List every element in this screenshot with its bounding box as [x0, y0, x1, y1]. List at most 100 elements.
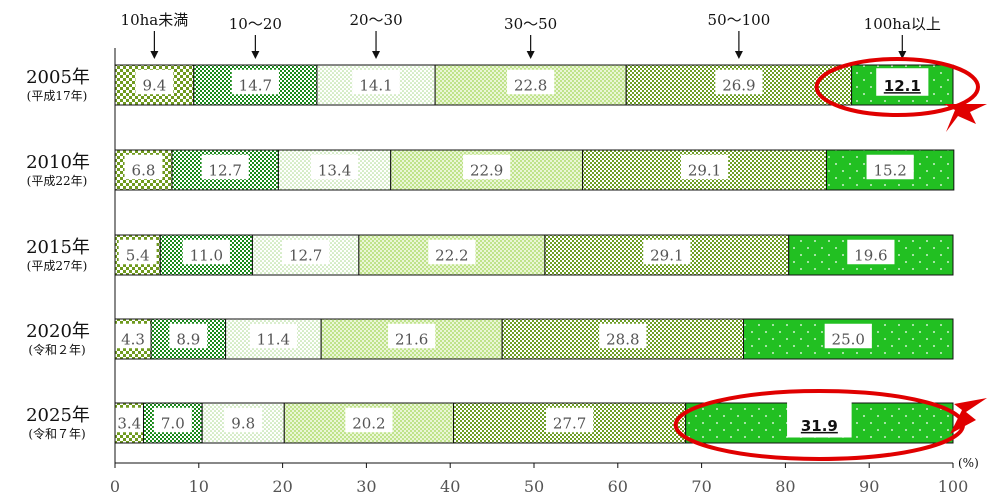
- x-tick-label: 60: [608, 477, 628, 496]
- value-label-box: [110, 407, 149, 433]
- era-label: (平成17年): [27, 89, 88, 103]
- value-label: 11.4: [257, 330, 290, 348]
- year-label: 2025年: [26, 405, 90, 426]
- highlight-annotations: [673, 57, 987, 461]
- value-label-box: [388, 323, 436, 349]
- value-label-box: [643, 239, 691, 265]
- value-label-box: [352, 69, 400, 95]
- series-label: 30～50: [504, 15, 557, 33]
- x-tick-label: 10: [189, 477, 209, 496]
- value-label-box: [345, 407, 393, 433]
- value-label: 5.4: [126, 246, 150, 264]
- value-label: 19.6: [854, 246, 887, 264]
- bars: 9.4 14.7 14.1 22.8 26.9 12.1 6.8 12.7 13.4 22.9 29…: [110, 64, 955, 444]
- year-label: 2010年: [26, 152, 90, 173]
- value-label-box: [114, 323, 152, 349]
- value-label: 29.1: [650, 246, 683, 264]
- value-label-box: [224, 407, 263, 433]
- value-label: 15.2: [873, 161, 906, 179]
- era-label: (平成27年): [27, 259, 88, 273]
- value-label: 26.9: [722, 76, 755, 94]
- value-label: 9.4: [142, 76, 166, 94]
- x-axis: 0 10 20 30 40 50 60 70 80 90 100 (%): [110, 48, 979, 496]
- value-label: 12.1: [884, 77, 921, 95]
- series-label: 100ha以上: [864, 15, 941, 33]
- year-label: 2015年: [26, 237, 90, 258]
- value-label-box: [463, 154, 511, 180]
- value-label-box: [507, 69, 555, 95]
- series-label: 20～30: [349, 11, 402, 29]
- value-label-box: [866, 154, 914, 180]
- x-tick-label: 100: [938, 477, 969, 496]
- value-label-box: [153, 407, 192, 433]
- value-label: 9.8: [231, 414, 255, 432]
- value-label: 22.8: [514, 76, 547, 94]
- value-label: 27.7: [553, 414, 586, 432]
- value-label: 7.0: [161, 414, 185, 432]
- year-label: 2005年: [26, 67, 90, 88]
- value-label-box: [182, 239, 230, 265]
- series-arrow-head: [372, 51, 381, 59]
- category-labels: 10ha未満 10～20 20～30 30～50 50～100 100ha以上: [121, 11, 941, 59]
- value-label: 31.9: [801, 417, 838, 435]
- x-tick-label: 90: [859, 477, 879, 496]
- value-label: 22.9: [470, 161, 503, 179]
- series-label: 10ha未満: [121, 11, 189, 29]
- value-label: 13.4: [318, 161, 351, 179]
- value-label-box: [680, 154, 729, 180]
- value-label: 8.9: [176, 330, 200, 348]
- value-label: 25.0: [832, 330, 865, 348]
- series-label: 50～100: [708, 11, 771, 29]
- year-labels: 2005年(平成17年) 2010年(平成22年) 2015年(平成27年) 2020…: [26, 67, 90, 441]
- value-label-box: [824, 323, 872, 349]
- value-label: 21.6: [395, 330, 428, 348]
- value-label: 14.7: [239, 76, 272, 94]
- x-tick-label: 20: [272, 477, 292, 496]
- value-label-box: [169, 323, 208, 349]
- value-label-box: [847, 239, 895, 265]
- value-label-box: [135, 69, 174, 95]
- highlight-arrow-bottom: [950, 398, 987, 434]
- value-label-box: [715, 69, 763, 95]
- highlight-arrow-top: [944, 104, 987, 132]
- x-tick-label: 70: [691, 477, 711, 496]
- x-tick-label: 50: [524, 477, 544, 496]
- series-arrow-head: [526, 51, 535, 59]
- value-label: 20.2: [352, 414, 385, 432]
- value-label-box: [428, 239, 476, 265]
- value-label-box: [249, 323, 297, 349]
- year-label: 2020年: [26, 321, 90, 342]
- x-tick-label: 40: [440, 477, 460, 496]
- unit-label: (%): [958, 456, 979, 470]
- value-label-box: [201, 154, 249, 180]
- value-label: 11.0: [190, 246, 223, 264]
- x-tick-label: 0: [110, 477, 120, 496]
- series-arrow-head: [150, 51, 159, 59]
- x-tick-label: 80: [775, 477, 795, 496]
- era-label: (平成22年): [27, 174, 88, 188]
- value-label-box: [787, 402, 852, 438]
- value-label-box: [282, 239, 330, 265]
- value-label: 12.7: [289, 246, 322, 264]
- value-label-box: [546, 407, 594, 433]
- series-label: 10～20: [229, 15, 282, 33]
- value-label-box: [118, 239, 157, 265]
- value-label-box: [231, 69, 279, 95]
- value-label-box: [124, 154, 163, 180]
- value-label-box: [876, 68, 929, 96]
- highlight-ellipse: [814, 57, 981, 117]
- era-label: (令和７年): [28, 426, 85, 441]
- series-arrow-head: [734, 51, 743, 59]
- x-tick-label: 30: [356, 477, 376, 496]
- value-label: 28.8: [606, 330, 639, 348]
- value-label: 22.2: [435, 246, 468, 264]
- series-arrow-head: [898, 51, 907, 59]
- value-label: 29.1: [688, 161, 721, 179]
- value-label: 4.3: [121, 330, 145, 348]
- value-label: 3.4: [117, 414, 141, 432]
- era-label: (令和２年): [28, 342, 85, 357]
- series-arrow-head: [251, 51, 260, 59]
- value-label-box: [310, 154, 359, 180]
- value-label: 14.1: [359, 76, 392, 94]
